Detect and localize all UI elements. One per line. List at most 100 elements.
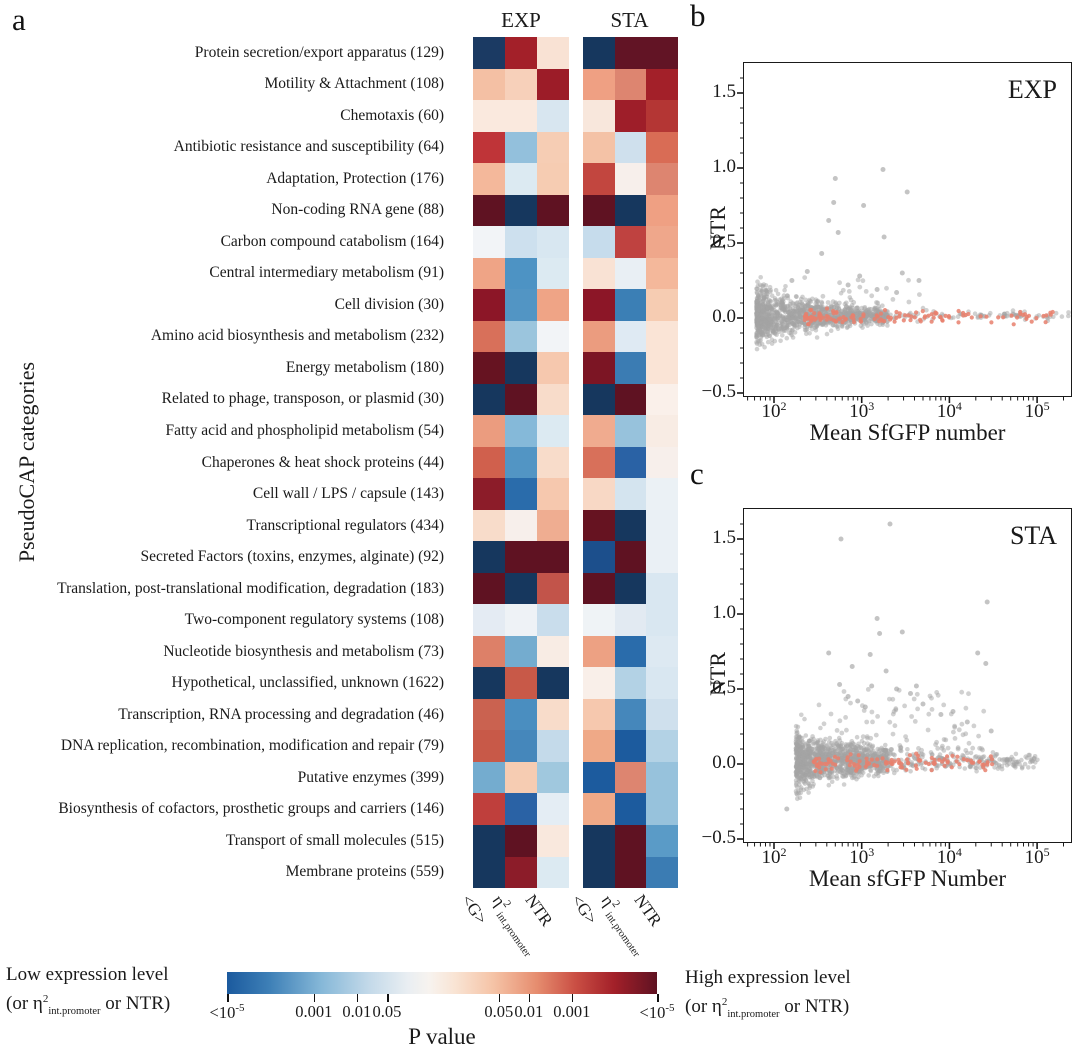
heatmap-cell-sta — [646, 478, 678, 511]
heatmap-cell-sta — [614, 635, 647, 668]
heatmap-cell-exp — [505, 541, 538, 574]
heatmap-cell-exp — [505, 730, 538, 763]
heatmap-cell-sta — [583, 163, 615, 195]
heatmap-cell-sta — [646, 541, 678, 574]
heatmap-cell-exp — [537, 541, 570, 574]
heatmap-cell-sta — [646, 730, 678, 763]
heatmap-cell-sta — [583, 320, 615, 353]
colorbar-tick-label: 0.01 — [514, 1002, 544, 1021]
heatmap-cell-exp — [505, 698, 538, 731]
category-label: Protein secretion/export apparatus (129) — [194, 43, 444, 61]
heatmap-cell-sta — [646, 604, 678, 637]
gray-points — [784, 521, 1040, 812]
heatmap-cell-sta — [646, 383, 678, 416]
y-tick-label: −0.5 — [701, 827, 736, 848]
heatmap-group-header-sta: STA — [610, 8, 649, 32]
heatmap-cell-exp — [537, 667, 570, 700]
heatmap-cell-exp — [473, 635, 506, 668]
heatmap-cell-sta — [646, 825, 678, 857]
heatmap-cell-exp — [473, 761, 506, 794]
heatmap-cell-sta — [646, 320, 678, 353]
y-tick-label: 1.5 — [712, 81, 736, 102]
colorbar-low-label: Low expression level (or η2int.promoter … — [6, 962, 170, 1024]
heatmap-cell-exp — [473, 320, 506, 353]
panel-a-letter: a — [12, 2, 26, 37]
heatmap-cell-exp — [537, 825, 570, 857]
heatmap-cell-exp — [473, 100, 506, 132]
heatmap-cell-exp — [505, 131, 538, 164]
heatmap-cell-exp — [537, 761, 570, 794]
heatmap-cell-exp — [505, 825, 538, 857]
category-label: Chaperones & heat shock proteins (44) — [201, 453, 444, 471]
category-label: Antibiotic resistance and susceptibility… — [173, 138, 444, 156]
y-tick-label: 1.0 — [712, 602, 736, 623]
heatmap-cell-sta — [614, 761, 647, 794]
heatmap-cell-sta — [583, 572, 615, 605]
category-label: Nucleotide biosynthesis and metabolism (… — [163, 642, 444, 660]
heatmap-y-axis-label: PseudoCAP categories — [14, 361, 39, 563]
heatmap-cell-sta — [646, 446, 678, 479]
heatmap-cell-exp — [473, 226, 506, 259]
heatmap-cell-sta — [583, 194, 615, 227]
colorbar-tick-mark — [313, 994, 316, 1002]
category-label: Related to phage, transposon, or plasmid… — [161, 390, 444, 408]
category-label: Fatty acid and phospholipid metabolism (… — [165, 422, 444, 439]
y-tick-label: 1.5 — [712, 527, 736, 548]
heatmap-cell-sta — [583, 509, 615, 542]
heatmap-cell-sta — [583, 383, 615, 416]
scatter-panel-exp: EXP NTR Mean SfGFP number 1.5 1.0 0.5 0.0 −0… — [702, 62, 1072, 445]
y-tick-label: −0.5 — [701, 381, 736, 402]
axis-ticks — [737, 523, 1065, 849]
colorbar-tick-mark — [227, 994, 229, 1002]
colorbar-high-label: High expression level (or η2int.promoter… — [685, 965, 851, 1027]
heatmap-cell-exp — [473, 793, 506, 826]
panel-c-letter: c — [690, 456, 704, 491]
heatmap-cell-exp — [473, 37, 506, 69]
heatmap-cell-sta — [583, 730, 615, 763]
heatmap-cell-exp — [505, 446, 538, 479]
pvalue-colorbar — [227, 972, 657, 994]
category-label: DNA replication, recombination, modifica… — [60, 737, 444, 755]
heatmap-cell-exp — [537, 856, 570, 889]
heatmap-cell-exp — [505, 163, 538, 195]
panel-b-letter: b — [690, 0, 706, 33]
heatmap-cell-sta — [583, 352, 615, 385]
heatmap-cell-sta — [646, 131, 678, 164]
heatmap-cell-sta — [646, 856, 678, 889]
heatmap-cell-sta — [614, 289, 647, 322]
heatmap-cell-exp — [473, 509, 506, 542]
colorbar-tick-label: <10-5 — [209, 1002, 245, 1022]
heatmap-cell-exp — [505, 383, 538, 416]
heatmap-cell-exp — [473, 572, 506, 605]
scatter-panel-sta: STA NTR Mean sfGFP Number 1.5 1.0 0.5 0.0 −0… — [702, 508, 1072, 891]
x-tick-label: 105 — [1024, 399, 1050, 422]
x-tick-label: 102 — [761, 845, 787, 868]
heatmap-cell-exp — [473, 352, 506, 385]
heatmap-cell-exp — [537, 289, 570, 322]
y-tick-label: 0.5 — [712, 231, 736, 252]
y-tick-label: 0.0 — [712, 752, 736, 773]
category-label: Energy metabolism (180) — [285, 358, 444, 376]
heatmap-cell-sta — [614, 194, 647, 227]
heatmap-cell-sta — [614, 257, 647, 290]
heatmap-cell-exp — [537, 100, 570, 132]
heatmap-cell-exp — [473, 856, 506, 889]
heatmap-cell-exp — [473, 383, 506, 416]
heatmap-cell-sta — [583, 289, 615, 322]
heatmap-column-label: <G> — [457, 891, 492, 928]
heatmap-cell-exp — [473, 698, 506, 731]
heatmap-cell-exp — [505, 793, 538, 826]
heatmap-cell-exp — [505, 415, 538, 448]
heatmap-cell-sta — [583, 635, 615, 668]
heatmap-cell-sta — [614, 68, 647, 101]
heatmap-cell-exp — [537, 793, 570, 826]
category-label: Transcriptional regulators (434) — [246, 516, 444, 534]
category-label: Amino acid biosynthesis and metabolism (… — [150, 327, 444, 345]
heatmap-cell-sta — [583, 825, 615, 857]
heatmap-cell-exp — [505, 352, 538, 385]
heatmap-cell-exp — [505, 320, 538, 353]
heatmap-cell-exp — [473, 415, 506, 448]
scatter-title-exp: EXP — [1007, 75, 1057, 104]
heatmap-cell-sta — [583, 793, 615, 826]
